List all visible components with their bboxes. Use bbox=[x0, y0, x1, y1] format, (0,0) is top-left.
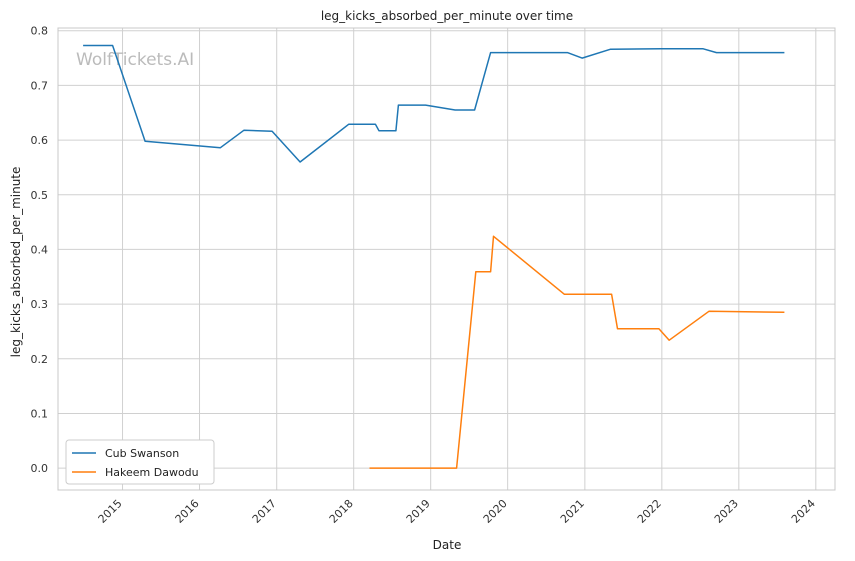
chart-title: leg_kicks_absorbed_per_minute over time bbox=[321, 9, 573, 23]
y-tick-label: 0.0 bbox=[31, 462, 49, 475]
series-line-hakeem-dawodu bbox=[369, 235, 785, 469]
x-tick-label: 2022 bbox=[635, 497, 664, 526]
x-tick-label: 2017 bbox=[250, 497, 279, 526]
x-tick-label: 2019 bbox=[404, 497, 433, 526]
x-tick-label: 2015 bbox=[96, 497, 125, 526]
watermark-text: WolfTickets.AI bbox=[76, 50, 194, 70]
x-tick-label: 2018 bbox=[327, 497, 356, 526]
y-tick-label: 0.7 bbox=[31, 79, 49, 92]
y-tick-label: 0.3 bbox=[31, 298, 49, 311]
plot-frame bbox=[57, 27, 836, 491]
y-tick-label: 0.5 bbox=[31, 189, 49, 202]
y-tick-label: 0.6 bbox=[31, 134, 49, 147]
legend-label-cub-swanson: Cub Swanson bbox=[105, 447, 179, 460]
grid-layer bbox=[58, 28, 835, 490]
y-tick-label: 0.4 bbox=[31, 243, 49, 256]
x-tick-label: 2016 bbox=[173, 497, 202, 526]
y-tick-label: 0.8 bbox=[31, 25, 49, 38]
legend-box bbox=[65, 439, 215, 485]
legend-label-hakeem-dawodu: Hakeem Dawodu bbox=[105, 466, 199, 479]
x-tick-label: 2024 bbox=[789, 497, 818, 526]
x-tick-label: 2020 bbox=[481, 497, 510, 526]
legend: Cub Swanson Hakeem Dawodu bbox=[65, 439, 215, 485]
x-axis-label: Date bbox=[433, 538, 462, 552]
y-tick-label: 0.1 bbox=[31, 407, 49, 420]
y-tick-label: 0.2 bbox=[31, 353, 49, 366]
series-layer bbox=[83, 44, 785, 469]
x-tick-label: 2021 bbox=[558, 497, 587, 526]
y-axis-label: leg_kicks_absorbed_per_minute bbox=[9, 167, 23, 358]
series-line-cub-swanson bbox=[83, 44, 785, 163]
x-tick-label: 2023 bbox=[712, 497, 741, 526]
